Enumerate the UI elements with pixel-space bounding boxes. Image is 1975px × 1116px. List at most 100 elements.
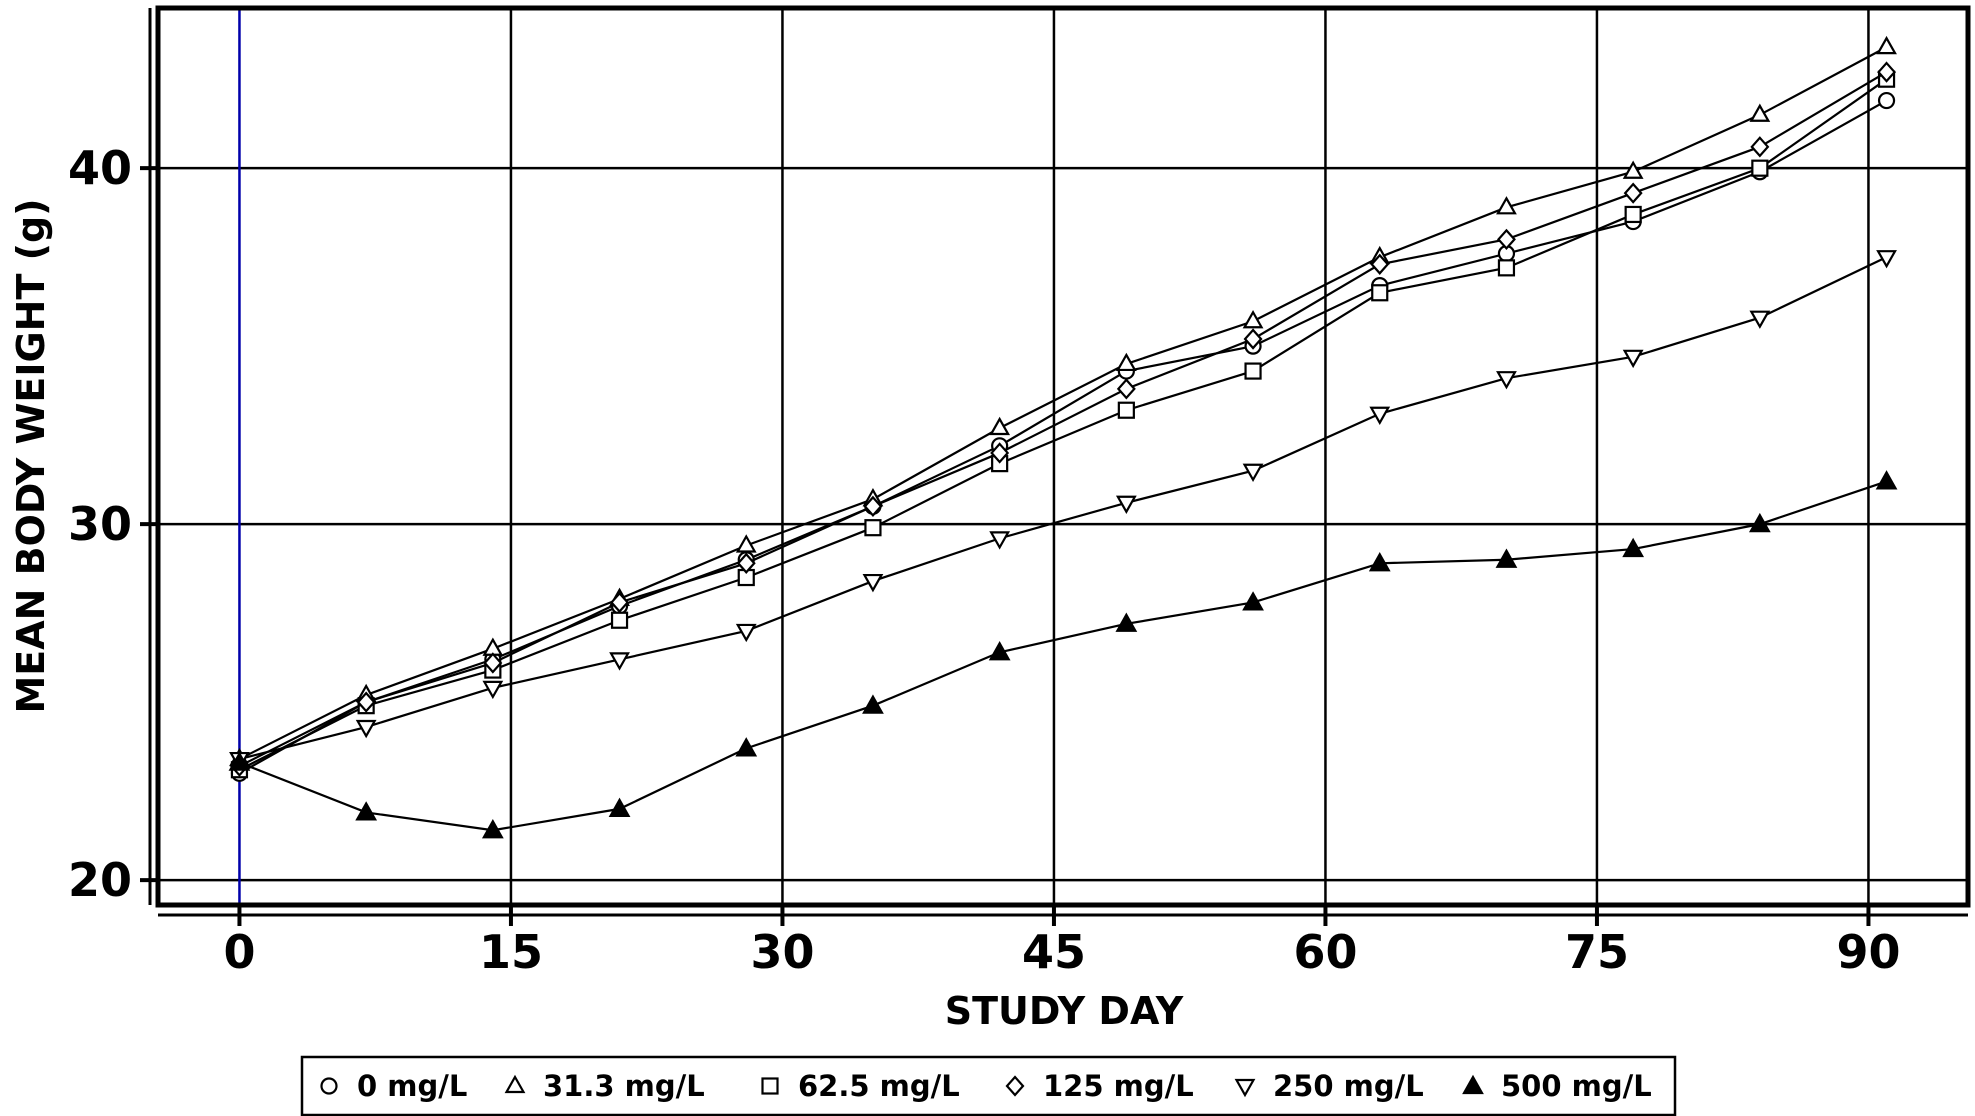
data-point	[1370, 253, 1390, 275]
data-point	[862, 694, 884, 714]
legend-item-1: 31.3 mg/L	[504, 1069, 705, 1103]
x-tick-label: 75	[1565, 925, 1629, 979]
data-point	[1242, 463, 1264, 482]
data-point	[228, 751, 251, 771]
legend-label: 500 mg/L	[1501, 1069, 1652, 1103]
data-point	[1622, 349, 1644, 369]
legend-item-5: 500 mg/L	[1462, 1069, 1652, 1103]
legend-marker	[320, 1077, 338, 1095]
series-line	[238, 99, 1888, 775]
data-point	[610, 591, 630, 614]
legend-item-4: 250 mg/L	[1234, 1069, 1424, 1103]
data-point	[483, 652, 503, 674]
data-point	[735, 534, 757, 553]
data-point	[1115, 352, 1137, 372]
data-point	[1243, 328, 1263, 350]
y-axis-title: MEAN BODY WEIGHT (g)	[9, 198, 53, 713]
y-tick-label: 20	[68, 853, 132, 907]
legend-items: 0 mg/L 31.3 mg/L 62.5 mg/L 125 mg/L 250 mg/L…	[320, 1069, 1652, 1103]
data-point	[609, 652, 630, 671]
series-line	[238, 71, 1888, 768]
data-point	[1876, 35, 1897, 55]
series-line	[239, 480, 1887, 832]
x-axis-title: STUDY DAY	[945, 989, 1184, 1033]
data-point	[1496, 371, 1517, 390]
series-line	[238, 46, 1888, 761]
data-point	[1115, 612, 1138, 632]
data-point	[1749, 103, 1771, 122]
data-point	[1115, 495, 1137, 515]
data-point	[1877, 61, 1897, 83]
data-point	[355, 719, 377, 739]
data-point	[1497, 259, 1516, 277]
legend-box	[300, 1055, 1677, 1116]
data-point	[1371, 284, 1389, 302]
legend-label: 62.5 mg/L	[798, 1069, 960, 1103]
data-point	[862, 573, 884, 593]
series-3	[229, 61, 1897, 777]
data-point	[608, 797, 631, 817]
y-tick-label: 40	[68, 141, 132, 195]
x-tick-label: 60	[1293, 925, 1357, 979]
series-1	[229, 35, 1897, 767]
data-point	[736, 552, 756, 574]
data-point	[1496, 196, 1517, 215]
data-point	[735, 737, 758, 757]
data-point	[1242, 591, 1264, 611]
grid-lines	[158, 8, 1968, 905]
series-line	[238, 78, 1888, 771]
data-point	[1116, 378, 1136, 400]
data-point	[1877, 91, 1896, 110]
axes-layer: 20 30 40 0 15 30 45 60 75 90	[68, 8, 1968, 979]
y-tick-label: 30	[68, 497, 132, 551]
series-2	[230, 70, 1896, 779]
data-point	[1749, 310, 1771, 329]
x-tick-label: 0	[223, 925, 255, 979]
data-point	[988, 641, 1011, 661]
data-point	[1242, 310, 1264, 329]
data-point	[1623, 182, 1643, 204]
plot-frame	[155, 5, 1971, 908]
legend-marker	[1462, 1074, 1484, 1095]
legend-label: 250 mg/L	[1273, 1069, 1424, 1103]
legend-label: 125 mg/L	[1043, 1069, 1194, 1103]
data-point	[356, 691, 376, 713]
legend-item-3: 125 mg/L	[1005, 1069, 1194, 1103]
data-point	[1622, 537, 1645, 558]
x-tick-label: 90	[1836, 925, 1900, 979]
data-point	[1244, 362, 1262, 380]
data-point	[989, 531, 1011, 550]
legend-marker	[504, 1074, 526, 1094]
legend-item-0: 0 mg/L	[320, 1069, 467, 1103]
data-point	[1622, 160, 1644, 179]
data-point	[1117, 401, 1135, 419]
series-5	[228, 470, 1898, 839]
legend-item-2: 62.5 mg/L	[761, 1069, 960, 1103]
data-point	[1876, 250, 1897, 269]
data-point	[481, 819, 504, 839]
legend-label: 0 mg/L	[357, 1069, 467, 1103]
legend-label: 31.3 mg/L	[543, 1069, 705, 1103]
series-4	[229, 250, 1897, 771]
data-point	[1751, 159, 1769, 177]
data-point	[1748, 512, 1771, 533]
x-tick-label: 45	[1022, 925, 1086, 979]
data-point	[610, 611, 629, 629]
data-point	[863, 495, 883, 517]
data-point	[1750, 136, 1770, 158]
legend-marker	[1234, 1078, 1256, 1098]
data-point	[1624, 205, 1642, 224]
legend-marker	[761, 1077, 779, 1095]
data-point	[355, 801, 378, 821]
data-point	[1496, 228, 1516, 251]
data-point	[989, 416, 1011, 436]
data-point	[1495, 548, 1518, 568]
x-tick-label: 30	[750, 925, 814, 979]
data-point	[482, 680, 504, 700]
data-point	[864, 519, 882, 537]
data-point	[1369, 406, 1391, 426]
series-layer	[228, 35, 1898, 839]
legend-marker	[1005, 1075, 1025, 1097]
data-point	[735, 623, 757, 643]
